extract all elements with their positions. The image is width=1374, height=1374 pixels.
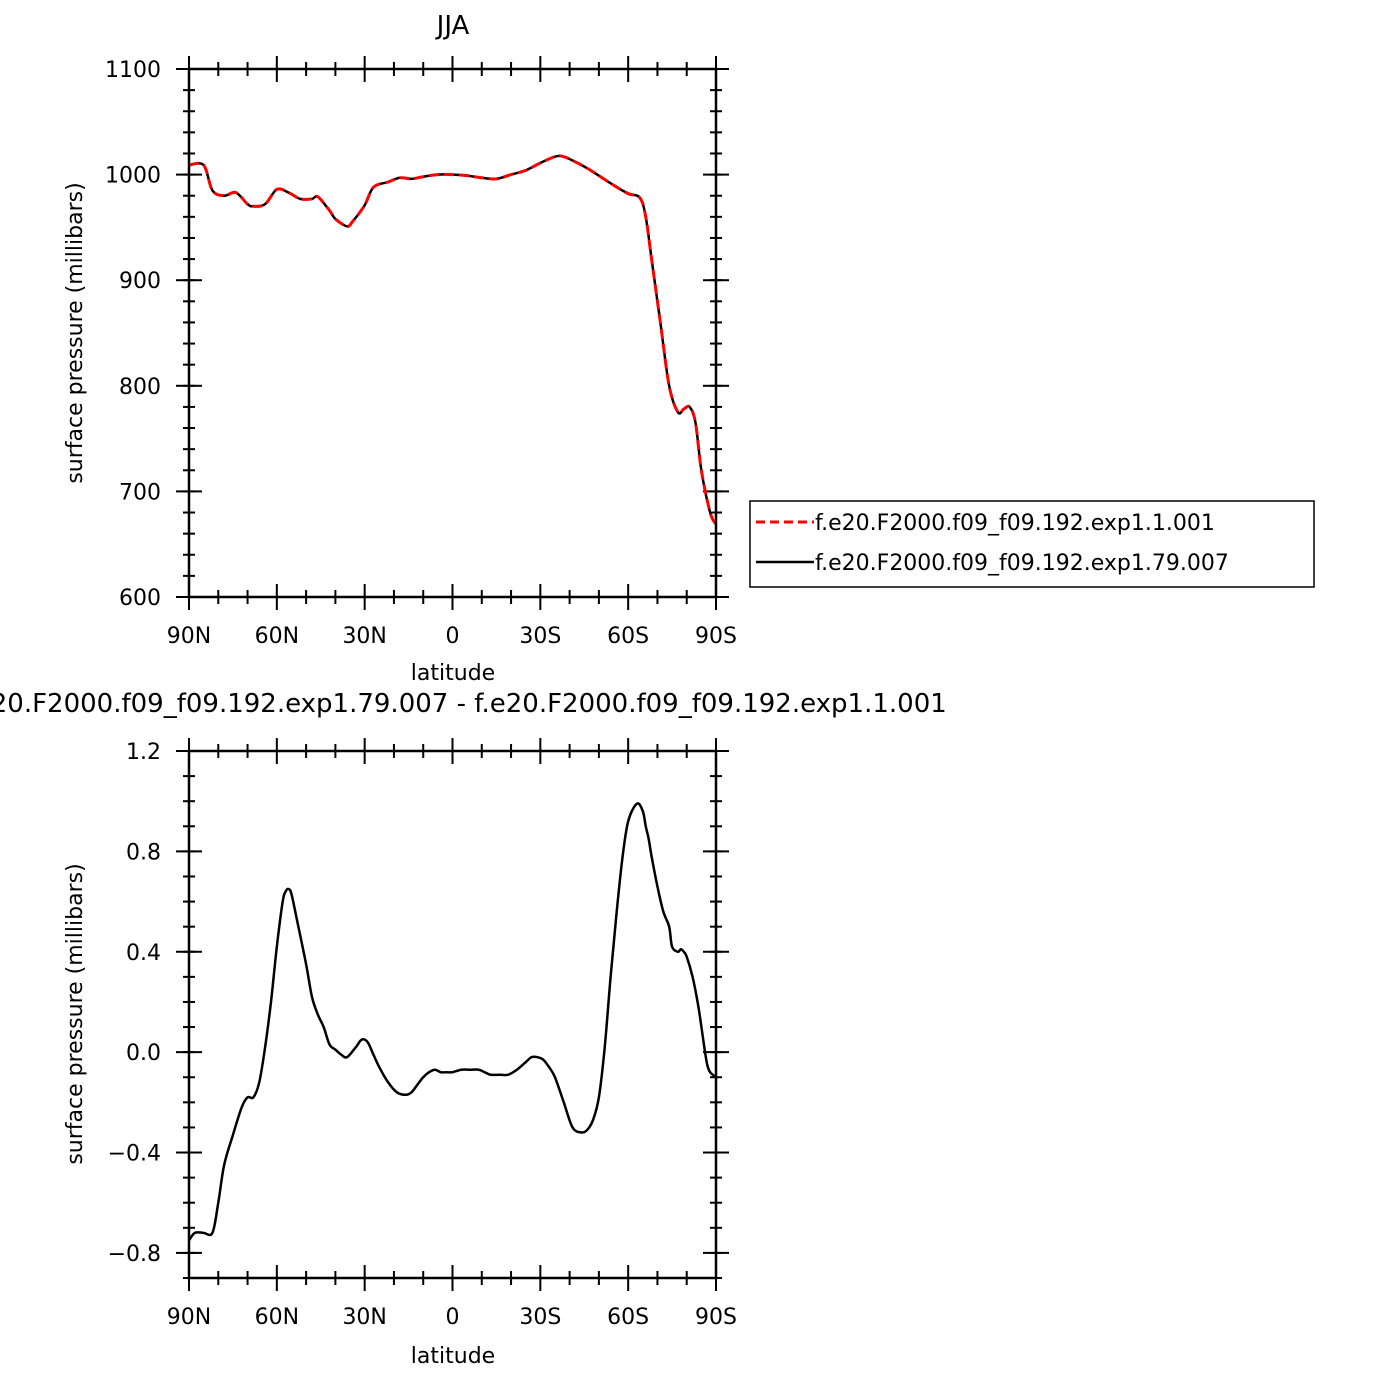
- y-tick-label: −0.8: [108, 1242, 161, 1267]
- axis-ticks: [176, 56, 729, 610]
- chart-title: f.e20.F2000.f09_f09.192.exp1.79.007 - f.…: [0, 689, 947, 719]
- y-axis-label: surface pressure (millibars): [63, 182, 88, 483]
- y-tick-label: 1100: [105, 58, 161, 83]
- legend-entry-series-1: f.e20.F2000.f09_f09.192.exp1.1.001: [815, 511, 1215, 536]
- x-tick-label: 30S: [519, 624, 561, 649]
- legend-box: [749, 500, 1315, 588]
- legend-entry-series-2: f.e20.F2000.f09_f09.192.exp1.79.007: [815, 551, 1229, 576]
- tick-labels: 90N 60N 30N 0 30S 60S 90S 600 700 800 900 1000 1100: [105, 58, 737, 649]
- series-line-1: [189, 802, 716, 1242]
- x-tick-label: 60N: [255, 1305, 299, 1330]
- chart-title: JJA: [435, 11, 470, 41]
- tick-labels: 90N 60N 30N 0 30S 60S 90S −0.8 −0.4 0.0 0.4 0.8 1.2: [108, 740, 737, 1330]
- x-tick-label: 60S: [607, 624, 649, 649]
- y-tick-label: 800: [119, 375, 161, 400]
- chart-bottom-difference: f.e20.F2000.f09_f09.192.exp1.79.007 - f.…: [0, 689, 947, 1369]
- x-tick-label: 30N: [342, 1305, 386, 1330]
- series-line-2: [189, 154, 716, 525]
- series-line-1: [189, 154, 716, 525]
- y-axis-label: surface pressure (millibars): [63, 863, 88, 1164]
- y-tick-label: 1.2: [126, 740, 161, 765]
- y-tick-label: 600: [119, 586, 161, 611]
- x-tick-label: 90N: [167, 1305, 211, 1330]
- x-tick-label: 90N: [167, 624, 211, 649]
- chart-top-jja: JJA 90N 60N 30N 0 30S 60S 90S 600 700 800 900 1000 1…: [63, 11, 1315, 686]
- plot-frame: [187, 749, 718, 1280]
- x-tick-label: 0: [446, 624, 460, 649]
- x-tick-label: 90S: [695, 1305, 737, 1330]
- y-tick-label: 700: [119, 480, 161, 505]
- plot-frame: [187, 67, 718, 599]
- x-axis-label: latitude: [411, 1344, 495, 1369]
- y-tick-label: 900: [119, 269, 161, 294]
- x-tick-label: 30S: [519, 1305, 561, 1330]
- x-tick-label: 60S: [607, 1305, 649, 1330]
- x-axis-label: latitude: [411, 661, 495, 686]
- x-tick-label: 0: [446, 1305, 460, 1330]
- series-lines: [189, 154, 716, 525]
- legend: f.e20.F2000.f09_f09.192.exp1.1.001 f.e20…: [749, 500, 1315, 588]
- y-tick-label: 1000: [105, 164, 161, 189]
- series-lines: [189, 802, 716, 1242]
- y-tick-label: 0.8: [126, 840, 161, 865]
- y-tick-label: 0.4: [126, 941, 161, 966]
- y-tick-label: −0.4: [108, 1142, 161, 1167]
- x-tick-label: 30N: [342, 624, 386, 649]
- x-tick-label: 90S: [695, 624, 737, 649]
- y-tick-label: 0.0: [126, 1041, 161, 1066]
- x-tick-label: 60N: [255, 624, 299, 649]
